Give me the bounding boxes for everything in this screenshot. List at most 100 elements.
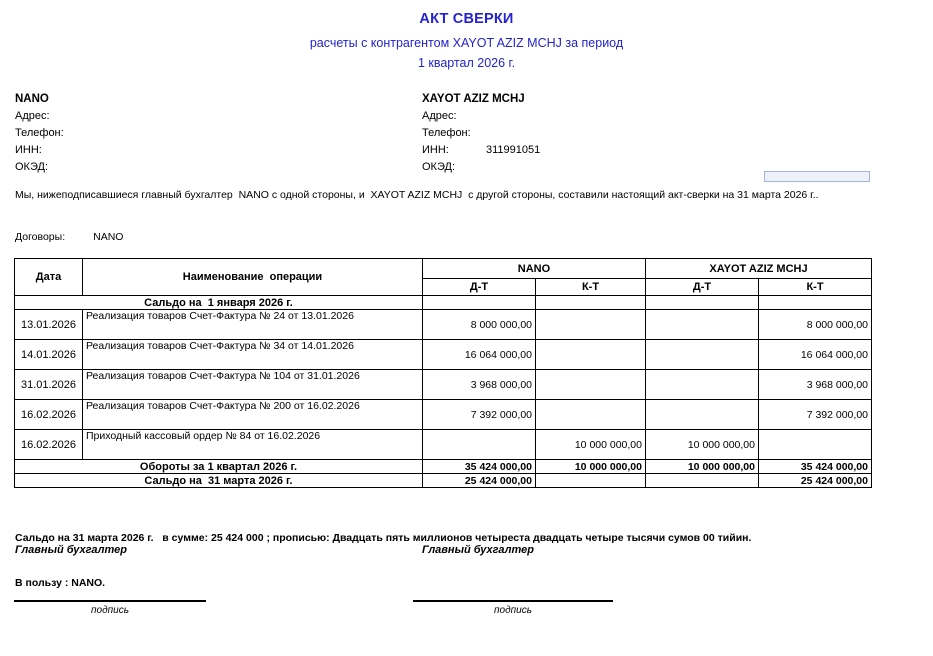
row-operation: Реализация товаров Счет-Фактура № 200 от… xyxy=(82,399,423,430)
col-header-debit-xayot: Д-Т xyxy=(645,278,759,296)
closing-xayot-debit xyxy=(645,473,759,488)
oked-label: ОКЭД: xyxy=(15,161,49,173)
party-left-address-row: Адрес: xyxy=(15,108,79,125)
col-header-operation: Наименование операции xyxy=(82,258,423,296)
row-xayot-credit: 16 064 000,00 xyxy=(758,339,872,370)
row-date: 31.01.2026 xyxy=(14,369,83,400)
chief-accountant-left: Главный бухгалтер xyxy=(15,544,127,556)
row-date: 13.01.2026 xyxy=(14,309,83,340)
row-operation: Реализация товаров Счет-Фактура № 24 от … xyxy=(82,309,423,340)
row-nano-debit: 3 968 000,00 xyxy=(422,369,536,400)
party-right-address-row: Адрес: xyxy=(422,108,540,125)
turnover-xayot-debit: 10 000 000,00 xyxy=(645,459,759,474)
party-left-name: NANO xyxy=(15,93,49,105)
closing-balance-row: Сальдо на 31 марта 2026 г. 25 424 000,00… xyxy=(14,473,872,488)
row-nano-credit: 10 000 000,00 xyxy=(535,429,646,460)
party-right-inn-row: ИНН: 311991051 xyxy=(422,142,540,159)
row-operation: Реализация товаров Счет-Фактура № 104 от… xyxy=(82,369,423,400)
table-row: 16.02.2026 Реализация товаров Счет-Факту… xyxy=(14,399,872,430)
closing-nano-debit: 25 424 000,00 xyxy=(422,473,536,488)
doc-title: АКТ СВЕРКИ xyxy=(419,11,514,27)
signature-block-right: подпись xyxy=(413,581,613,616)
turnover-nano-debit: 35 424 000,00 xyxy=(422,459,536,474)
party-left-oked-row: ОКЭД: xyxy=(15,159,79,176)
row-date: 16.02.2026 xyxy=(14,399,83,430)
address-label: Адрес: xyxy=(15,110,50,122)
row-nano-debit xyxy=(422,429,536,460)
col-header-credit-nano: К-Т xyxy=(535,278,646,296)
row-operation: Реализация товаров Счет-Фактура № 34 от … xyxy=(82,339,423,370)
phone-label: Телефон: xyxy=(422,127,471,139)
closing-balance-label: Сальдо на 31 марта 2026 г. xyxy=(14,473,423,488)
row-nano-debit: 7 392 000,00 xyxy=(422,399,536,430)
contracts-value: NANO xyxy=(93,231,124,243)
table-row: 16.02.2026 Приходный кассовый ордер № 84… xyxy=(14,429,872,460)
row-date: 14.01.2026 xyxy=(14,339,83,370)
balance-summary: Сальдо на 31 марта 2026 г. в сумме: 25 4… xyxy=(15,501,920,621)
row-nano-credit xyxy=(535,369,646,400)
party-right-inn-value: 311991051 xyxy=(486,144,541,156)
closing-xayot-credit: 25 424 000,00 xyxy=(758,473,872,488)
empty-input-field[interactable] xyxy=(764,171,870,182)
opening-xayot-credit xyxy=(758,295,872,310)
signature-caption: подпись xyxy=(494,605,532,616)
party-left-phone-row: Телефон: xyxy=(15,125,79,142)
balance-summary-line1: Сальдо на 31 марта 2026 г. в сумме: 25 4… xyxy=(15,532,752,544)
document-header: АКТ СВЕРКИ расчеты с контрагентом XAYOT … xyxy=(0,11,933,70)
party-right-phone-row: Телефон: xyxy=(422,125,540,142)
row-xayot-debit xyxy=(645,399,759,430)
contracts-row: Договоры: NANO xyxy=(15,231,123,243)
table-row: 14.01.2026 Реализация товаров Счет-Факту… xyxy=(14,339,872,370)
opening-nano-debit xyxy=(422,295,536,310)
chief-accountant-right: Главный бухгалтер xyxy=(422,544,534,556)
doc-period: 1 квартал 2026 г. xyxy=(417,56,516,70)
party-left-inn-row: ИНН: xyxy=(15,142,79,159)
party-block-left: NANO Адрес: Телефон: ИНН: ОКЭД: xyxy=(15,91,79,176)
turnover-label: Обороты за 1 квартал 2026 г. xyxy=(14,459,423,474)
doc-subtitle: расчеты с контрагентом XAYOT AZIZ MCHJ з… xyxy=(309,36,624,50)
table-row: 13.01.2026 Реализация товаров Счет-Факту… xyxy=(14,309,872,340)
row-xayot-debit: 10 000 000,00 xyxy=(645,429,759,460)
party-right-oked-row: ОКЭД: xyxy=(422,159,540,176)
col-header-date: Дата xyxy=(14,258,83,296)
balance-summary-line2: В пользу : NANO. xyxy=(15,577,106,589)
table-row: 31.01.2026 Реализация товаров Счет-Факту… xyxy=(14,369,872,400)
group-header-xayot: XAYOT AZIZ MCHJ xyxy=(645,258,872,279)
opening-xayot-debit xyxy=(645,295,759,310)
contracts-label: Договоры: xyxy=(15,231,66,243)
row-nano-credit xyxy=(535,309,646,340)
row-xayot-debit xyxy=(645,369,759,400)
closing-nano-credit xyxy=(535,473,646,488)
row-xayot-credit: 7 392 000,00 xyxy=(758,399,872,430)
opening-balance-label: Сальдо на 1 января 2026 г. xyxy=(14,295,423,310)
oked-label: ОКЭД: xyxy=(422,161,456,173)
signature-block-left: подпись xyxy=(14,581,206,616)
turnover-row: Обороты за 1 квартал 2026 г. 35 424 000,… xyxy=(14,459,872,474)
col-header-debit-nano: Д-Т xyxy=(422,278,536,296)
row-xayot-credit: 8 000 000,00 xyxy=(758,309,872,340)
col-header-credit-xayot: К-Т xyxy=(758,278,872,296)
row-operation: Приходный кассовый ордер № 84 от 16.02.2… xyxy=(82,429,423,460)
phone-label: Телефон: xyxy=(15,127,64,139)
row-nano-debit: 8 000 000,00 xyxy=(422,309,536,340)
row-nano-credit xyxy=(535,399,646,430)
signature-caption: подпись xyxy=(91,605,129,616)
inn-label: ИНН: xyxy=(422,144,449,156)
signature-line xyxy=(14,581,206,602)
turnover-nano-credit: 10 000 000,00 xyxy=(535,459,646,474)
row-date: 16.02.2026 xyxy=(14,429,83,460)
row-xayot-debit xyxy=(645,339,759,370)
row-nano-debit: 16 064 000,00 xyxy=(422,339,536,370)
turnover-xayot-credit: 35 424 000,00 xyxy=(758,459,872,474)
group-header-nano: NANO xyxy=(422,258,646,279)
row-xayot-credit xyxy=(758,429,872,460)
opening-nano-credit xyxy=(535,295,646,310)
inn-label: ИНН: xyxy=(15,144,42,156)
row-xayot-debit xyxy=(645,309,759,340)
reconciliation-table: Дата Наименование операции NANO XAYOT AZ… xyxy=(14,258,872,488)
party-block-right: XAYOT AZIZ MCHJ Адрес: Телефон: ИНН: 3119… xyxy=(422,91,540,176)
signature-line xyxy=(413,581,613,602)
party-right-name: XAYOT AZIZ MCHJ xyxy=(422,93,525,105)
row-nano-credit xyxy=(535,339,646,370)
